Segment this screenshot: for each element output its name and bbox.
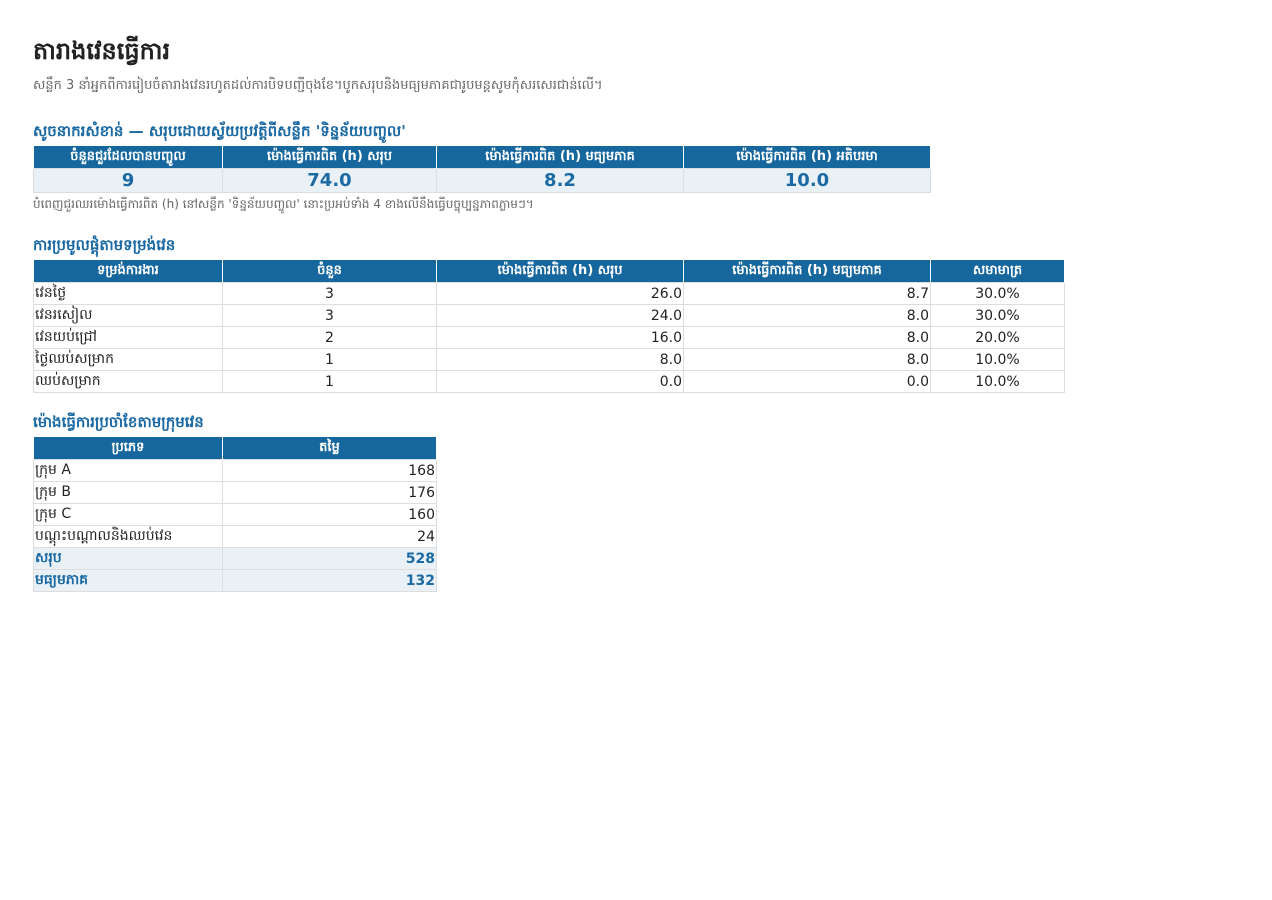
cell: ឈប់សម្រាក: [33, 370, 223, 393]
shift-section: ការប្រមូលផ្តុំតាមទម្រង់វេន ទម្រង់ការងារច…: [33, 236, 1065, 393]
column-header: ម៉ោងធ្វើការពិត (h) មធ្យមភាគ: [683, 260, 931, 283]
kpi-value: 9: [33, 168, 223, 193]
data-row: វេនយប់ជ្រៅ 2 16.0 8.0 20.0%: [33, 326, 1065, 349]
cell: 10.0%: [930, 348, 1065, 371]
column-header: ចំនួនជួរដែលបានបញ្ចូល: [33, 146, 223, 169]
column-header: សមាមាត្រ: [930, 260, 1065, 283]
total-row: មធ្យមភាគ 132: [33, 569, 437, 592]
cell: ក្រុម C: [33, 503, 223, 526]
cell: វេនថ្ងៃ: [33, 282, 223, 305]
cell: 168: [222, 459, 437, 482]
cell: 24: [222, 525, 437, 548]
data-row: ក្រុម B 176: [33, 481, 437, 504]
column-header: ប្រភេទ: [33, 437, 223, 460]
cell: 3: [222, 304, 437, 327]
monthly-section: ម៉ោងធ្វើការប្រចាំខែតាមក្រុមវេន ប្រភេទ តម្…: [33, 413, 1065, 592]
kpi-value: 74.0: [222, 168, 437, 193]
column-header: ទម្រង់ការងារ: [33, 260, 223, 283]
cell: 26.0: [436, 282, 684, 305]
header-row: ប្រភេទ តម្លៃ: [33, 437, 437, 460]
cell: វេនរសៀល: [33, 304, 223, 327]
cell: 8.0: [436, 348, 684, 371]
cell: 3: [222, 282, 437, 305]
column-header: ម៉ោងធ្វើការពិត (h) សរុប: [222, 146, 437, 169]
shift-table: ទម្រង់ការងារ ចំនួន ម៉ោងធ្វើការពិត (h) សរុប…: [33, 260, 1065, 393]
cell: 8.0: [683, 304, 931, 327]
data-row: បណ្តុះបណ្តាលនិងឈប់វេន 24: [33, 525, 437, 548]
title: តារាងវេនធ្វើការ: [33, 37, 171, 65]
kpi-table: ចំនួនជួរដែលបានបញ្ចូល ម៉ោងធ្វើការពិត (h) ស…: [33, 146, 931, 193]
cell: 0.0: [436, 370, 684, 393]
header-row: ទម្រង់ការងារ ចំនួន ម៉ោងធ្វើការពិត (h) សរុប…: [33, 260, 1065, 283]
cell: 0.0: [683, 370, 931, 393]
cell: 8.0: [683, 326, 931, 349]
data-row: ឈប់សម្រាក 1 0.0 0.0 10.0%: [33, 370, 1065, 393]
cell: ក្រុម B: [33, 481, 223, 504]
cell: 2: [222, 326, 437, 349]
section-title: ម៉ោងធ្វើការប្រចាំខែតាមក្រុមវេន: [33, 413, 204, 431]
column-header: ចំនួន: [222, 260, 437, 283]
cell: ក្រុម A: [33, 459, 223, 482]
kpi-value: 10.0: [683, 168, 931, 193]
cell: 16.0: [436, 326, 684, 349]
cell: 1: [222, 370, 437, 393]
cell: បណ្តុះបណ្តាលនិងឈប់វេន: [33, 525, 223, 548]
cell: 8.0: [683, 348, 931, 371]
cell: 24.0: [436, 304, 684, 327]
kpi-row: 9 74.0 8.2 10.0: [33, 168, 931, 193]
cell: សរុប: [33, 547, 223, 570]
cell: 160: [222, 503, 437, 526]
cell: មធ្យមភាគ: [33, 569, 223, 592]
header-row: ចំនួនជួរដែលបានបញ្ចូល ម៉ោងធ្វើការពិត (h) ស…: [33, 146, 931, 169]
subtitle: សន្លឹក 3 នាំអ្នកពីការរៀបចំតារាងវេនរហូតដល…: [33, 78, 603, 93]
cell: 30.0%: [930, 282, 1065, 305]
cell: 528: [222, 547, 437, 570]
cell: វេនយប់ជ្រៅ: [33, 326, 223, 349]
total-row: សរុប 528: [33, 547, 437, 570]
cell: 10.0%: [930, 370, 1065, 393]
cell: 20.0%: [930, 326, 1065, 349]
cell: 1: [222, 348, 437, 371]
data-row: ថ្ងៃឈប់សម្រាក 1 8.0 8.0 10.0%: [33, 348, 1065, 371]
data-row: វេនរសៀល 3 24.0 8.0 30.0%: [33, 304, 1065, 327]
cell: ថ្ងៃឈប់សម្រាក: [33, 348, 223, 371]
column-header: ម៉ោងធ្វើការពិត (h) មធ្យមភាគ: [436, 146, 684, 169]
cell: 176: [222, 481, 437, 504]
data-row: ក្រុម A 168: [33, 459, 437, 482]
column-header: ម៉ោងធ្វើការពិត (h) អតិបរមា: [683, 146, 931, 169]
column-header: តម្លៃ: [222, 437, 437, 460]
data-row: វេនថ្ងៃ 3 26.0 8.7 30.0%: [33, 282, 1065, 305]
kpi-section: សូចនាករសំខាន់ — សរុបដោយស្វ័យប្រវត្តិពីសន…: [33, 122, 1065, 214]
cell: 8.7: [683, 282, 931, 305]
note: បំពេញជួរឈរម៉ោងធ្វើការពិត (h) នៅសន្លឹក 'ទ…: [33, 197, 534, 211]
section-title: សូចនាករសំខាន់ — សរុបដោយស្វ័យប្រវត្តិពីសន…: [33, 122, 406, 140]
sheet: តារាងវេនធ្វើការ សន្លឹក 3 នាំអ្នកពីការរៀប…: [33, 36, 1065, 592]
monthly-table: ប្រភេទ តម្លៃ ក្រុម A 168 ក្រុម B 176 ក្រុម C 16…: [33, 437, 437, 592]
cell: 132: [222, 569, 437, 592]
data-row: ក្រុម C 160: [33, 503, 437, 526]
column-header: ម៉ោងធ្វើការពិត (h) សរុប: [436, 260, 684, 283]
cell: 30.0%: [930, 304, 1065, 327]
kpi-value: 8.2: [436, 168, 684, 193]
section-title: ការប្រមូលផ្តុំតាមទម្រង់វេន: [33, 236, 176, 254]
